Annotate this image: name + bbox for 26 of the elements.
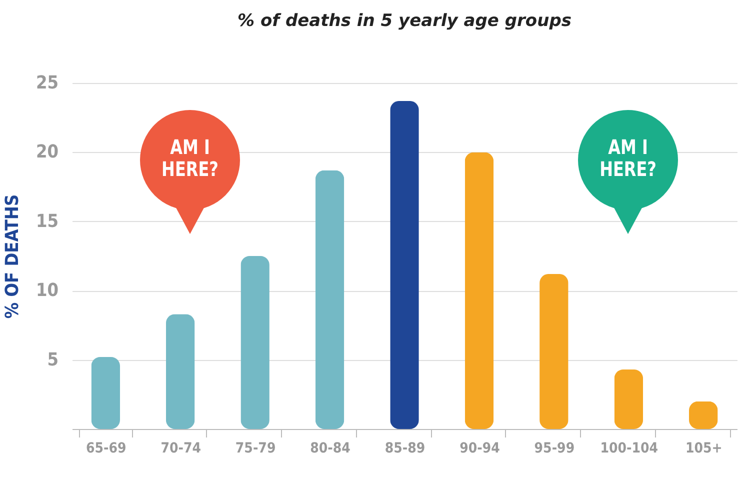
- bar: [540, 274, 568, 429]
- y-tick-label: 15: [36, 210, 58, 232]
- x-tick-label: 105+: [685, 440, 722, 456]
- bar: [91, 357, 120, 429]
- bar: [614, 369, 644, 429]
- y-tick-label: 25: [36, 72, 58, 94]
- bar: [390, 100, 419, 429]
- annotation: AM I HERE?: [598, 135, 658, 181]
- y-tick-label: 10: [36, 280, 58, 302]
- x-tick-label: 95-99: [534, 440, 575, 456]
- bar: [240, 256, 270, 429]
- x-tick-label: 85-89: [384, 440, 426, 456]
- x-tick-label: 100-104: [600, 440, 658, 456]
- x-tick-label: 70-74: [160, 440, 202, 456]
- x-tick-label: 65-69: [86, 440, 126, 456]
- y-tick-label: 5: [47, 349, 58, 370]
- annotation: AM I HERE?: [160, 135, 220, 181]
- y-tick-label: 20: [36, 142, 58, 163]
- bar: [315, 170, 344, 429]
- bar: [166, 314, 195, 429]
- chart-title: % of deaths in 5 yearly age groups: [238, 11, 572, 31]
- x-tick-label: 90-94: [460, 440, 500, 456]
- bar: [464, 152, 494, 429]
- x-tick-label: 75-79: [235, 440, 276, 456]
- y-axis-title: % OF DEATHS: [2, 194, 23, 319]
- x-tick-label: 80-84: [310, 440, 351, 456]
